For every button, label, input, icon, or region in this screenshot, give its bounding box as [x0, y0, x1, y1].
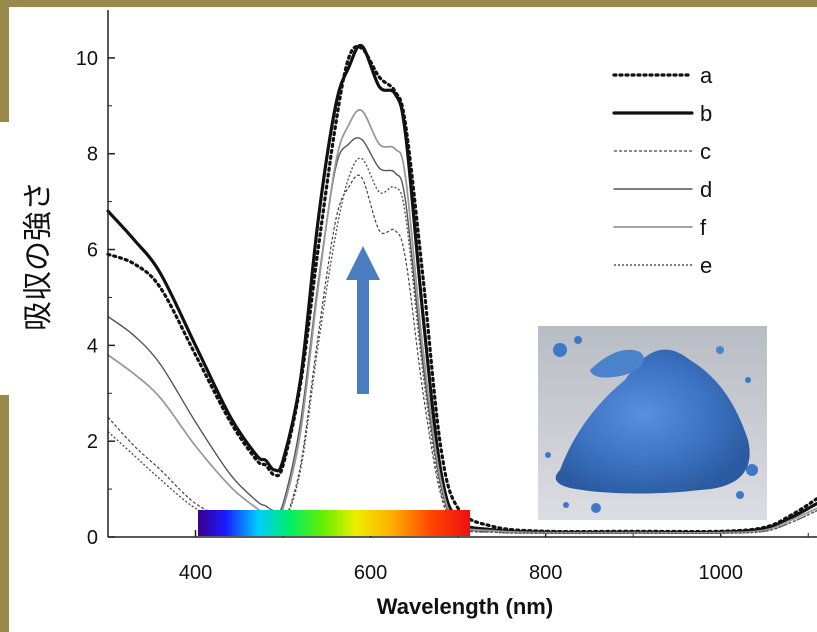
legend-label-e: e	[700, 253, 712, 278]
y-tick-label: 6	[87, 240, 98, 262]
y-tick-label: 8	[87, 144, 98, 166]
y-tick-label: 4	[87, 335, 98, 357]
visible-spectrum-bar	[198, 510, 470, 536]
legend-label-b: b	[700, 101, 712, 126]
x-tick-label: 600	[354, 562, 387, 584]
blue-up-arrow	[346, 246, 380, 394]
x-tick-label: 400	[179, 562, 212, 584]
y-tick-label: 2	[87, 431, 98, 453]
x-axis-title: Wavelength (nm)	[377, 594, 553, 619]
series-line-e	[107, 157, 817, 535]
series-line-f	[107, 109, 817, 534]
legend-label-f: f	[700, 215, 707, 240]
x-tick-label: 1000	[698, 562, 743, 584]
axes	[107, 10, 817, 538]
legend-label-c: c	[700, 139, 711, 164]
y-tick-label: 10	[76, 48, 98, 70]
powder-inset-photo	[538, 326, 767, 520]
tick-labels: 0 2 4 6 8 10 400 600 800 1000	[76, 48, 743, 584]
x-tick-label: 800	[529, 562, 562, 584]
y-axis-title: 吸収の強さ	[21, 181, 56, 331]
legend-label-a: a	[700, 63, 713, 88]
y-tick-label: 0	[87, 527, 98, 549]
frame-left-bar-top	[0, 0, 9, 122]
legend-label-d: d	[700, 177, 712, 202]
frame-left-bar-bottom	[0, 395, 9, 632]
frame-top-bar	[0, 0, 817, 7]
series-line-a	[106, 44, 817, 534]
